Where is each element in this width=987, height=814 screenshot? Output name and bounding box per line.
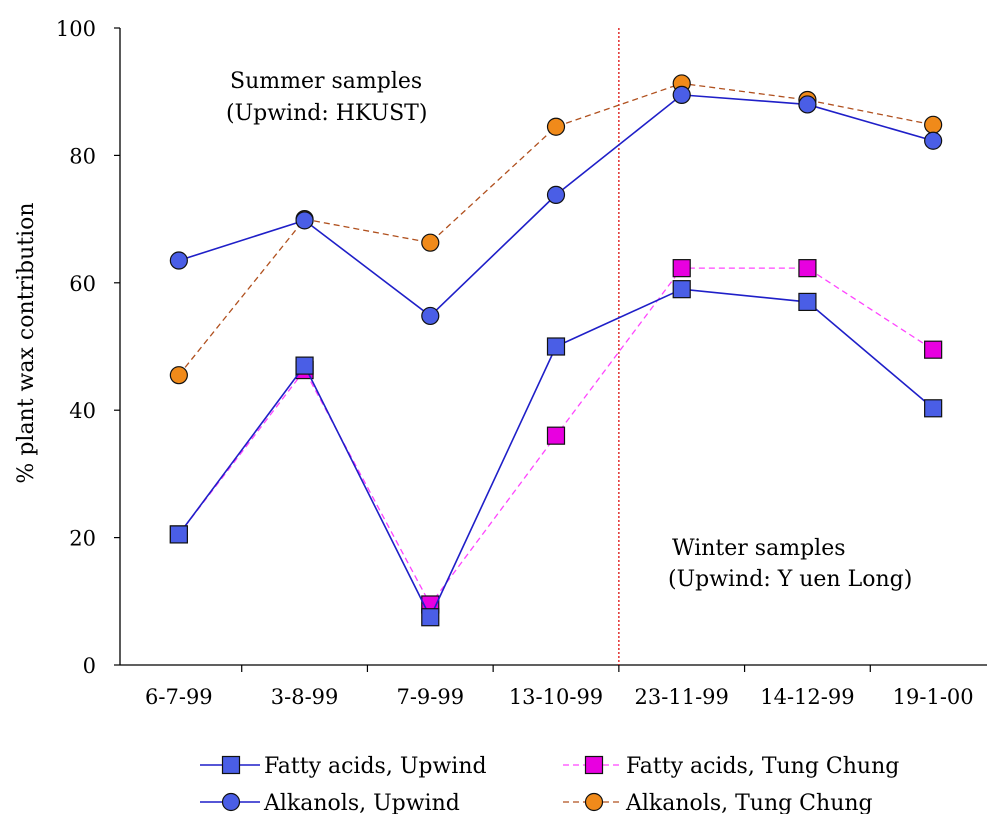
y-tick-label: 80 <box>69 144 96 168</box>
data-point <box>672 280 691 299</box>
data-point <box>672 85 691 104</box>
legend-label: Fatty acids, Upwind <box>264 754 487 779</box>
legend-marker <box>584 755 604 775</box>
series-alkanols-upwind <box>169 85 943 326</box>
legend-marker <box>221 792 241 812</box>
data-point <box>546 185 566 204</box>
data-point <box>546 337 566 356</box>
data-point <box>924 399 943 418</box>
data-point <box>169 251 188 270</box>
x-tick-label: 23-11-99 <box>635 685 729 709</box>
x-tick-label: 7-9-99 <box>396 685 464 709</box>
legend-label: Fatty acids, Tung Chung <box>626 754 899 779</box>
axes: 0 20 40 60 80 100 6-7-99 3-8-99 7-9-99 13-10-99 23… <box>56 17 987 709</box>
summer-annotation-line1: Summer samples <box>230 69 422 94</box>
series-fatty-acids-upwind <box>169 280 943 627</box>
data-point <box>924 340 943 359</box>
legend-marker <box>584 792 604 812</box>
summer-annotation-line2: (Upwind: HKUST) <box>226 101 427 126</box>
y-axis-label: % plant wax contribution <box>14 202 39 483</box>
legend-item-fatty-acids-upwind: Fatty acids, Upwind <box>200 754 487 779</box>
data-point <box>798 259 817 278</box>
x-tick-label: 14-12-99 <box>760 685 854 709</box>
data-point <box>546 426 566 445</box>
x-tick-label: 19-1-00 <box>893 685 974 709</box>
data-point <box>924 115 943 134</box>
data-point <box>169 366 188 385</box>
data-point <box>295 211 314 230</box>
legend-label: Alkanols, Upwind <box>263 791 460 814</box>
y-tick-label: 100 <box>56 17 96 41</box>
y-tick-label: 60 <box>69 272 96 296</box>
x-tick-label: 6-7-99 <box>145 685 213 709</box>
series-layer <box>169 74 943 627</box>
data-point <box>421 608 440 627</box>
annotations: Summer samples (Upwind: HKUST) Winter sa… <box>226 69 912 592</box>
x-tick-label: 3-8-99 <box>271 685 339 709</box>
legend-marker <box>221 755 241 775</box>
winter-annotation-line1: Winter samples <box>672 536 846 561</box>
data-point <box>924 131 943 150</box>
winter-annotation-line2: (Upwind: Y uen Long) <box>668 567 912 592</box>
data-point <box>798 95 817 114</box>
data-point <box>421 233 440 252</box>
data-point <box>169 525 188 544</box>
data-point <box>798 292 817 312</box>
legend-label: Alkanols, Tung Chung <box>625 791 873 814</box>
data-point <box>672 259 691 278</box>
y-tick-label: 0 <box>83 654 96 678</box>
legend-item-alkanols-tung-chung: Alkanols, Tung Chung <box>563 791 873 814</box>
data-point <box>421 306 440 326</box>
legend-item-alkanols-upwind: Alkanols, Upwind <box>200 791 460 814</box>
data-point <box>295 356 314 375</box>
y-tick-label: 20 <box>69 527 96 551</box>
data-point <box>546 117 566 136</box>
legend-item-fatty-acids-tung-chung: Fatty acids, Tung Chung <box>563 754 899 779</box>
legend: Fatty acids, Upwind Fatty acids, Tung Chu… <box>200 754 899 814</box>
y-tick-label: 40 <box>69 399 96 423</box>
x-tick-label: 13-10-99 <box>509 685 603 709</box>
